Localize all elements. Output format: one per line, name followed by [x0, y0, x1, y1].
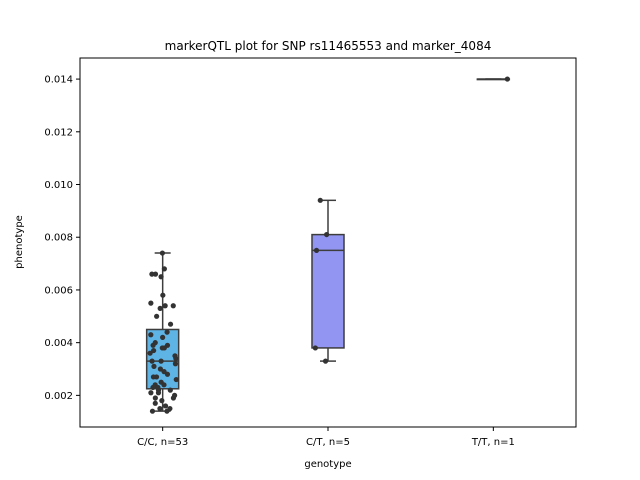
- y-tick-label: 0.010: [44, 180, 73, 191]
- y-tick-label: 0.002: [44, 391, 73, 402]
- data-point: [160, 292, 166, 298]
- data-point: [150, 374, 157, 380]
- data-point: [148, 300, 154, 306]
- y-tick-label: 0.008: [44, 233, 73, 244]
- data-point: [161, 382, 167, 388]
- data-point: [154, 313, 160, 319]
- data-point: [161, 266, 167, 272]
- data-point: [148, 332, 154, 338]
- data-point: [149, 408, 156, 414]
- data-point: [151, 347, 157, 354]
- data-point: [148, 390, 154, 396]
- data-point: [149, 271, 155, 277]
- data-point: [162, 303, 168, 309]
- data-point: [167, 321, 174, 327]
- box: [311, 233, 345, 349]
- data-point: [312, 345, 318, 351]
- box-group: [311, 199, 345, 362]
- data-point: [151, 363, 157, 369]
- data-point: [149, 358, 155, 364]
- x-axis: C/C, n=53 C/T, n=5 T/T, n=1: [137, 427, 515, 448]
- data-point: [147, 350, 153, 356]
- x-tick-label: C/C, n=53: [137, 437, 188, 448]
- data-point: [150, 342, 156, 348]
- y-tick-label: 0.006: [44, 285, 73, 296]
- points-group: [312, 197, 330, 364]
- x-tick-label: C/T, n=5: [306, 437, 350, 448]
- data-point: [155, 390, 162, 396]
- data-point: [173, 376, 179, 383]
- data-point: [167, 387, 173, 393]
- data-point: [170, 395, 177, 401]
- data-point: [157, 405, 163, 412]
- y-tick-label: 0.004: [44, 338, 73, 349]
- data-point: [160, 334, 166, 340]
- chart-title: markerQTL plot for SNP rs11465553 and ma…: [165, 39, 492, 53]
- data-point: [157, 305, 163, 311]
- data-point: [159, 398, 165, 404]
- box-group: [476, 78, 511, 81]
- data-point: [317, 197, 323, 203]
- points-group: [504, 76, 510, 82]
- data-point: [164, 371, 171, 377]
- data-point: [152, 400, 158, 406]
- data-point: [157, 366, 164, 372]
- data-point: [164, 329, 170, 335]
- data-point: [164, 408, 170, 414]
- x-axis-label: genotype: [304, 459, 351, 470]
- data-point: [313, 247, 320, 254]
- data-point: [170, 303, 176, 309]
- data-point: [324, 231, 330, 238]
- y-tick-label: 0.012: [44, 127, 73, 138]
- data-point: [159, 345, 165, 351]
- data-point: [172, 361, 179, 367]
- data-point: [162, 403, 169, 409]
- x-tick-label: T/T, n=1: [471, 437, 515, 448]
- data-point: [504, 76, 510, 82]
- data-point: [173, 355, 179, 362]
- data-point: [158, 358, 164, 364]
- data-point: [158, 274, 164, 280]
- points-group: [147, 250, 179, 414]
- y-axis: 0.002 0.004 0.006 0.008 0.010 0.012 0.014: [44, 75, 80, 402]
- data-point: [322, 358, 329, 364]
- data-point: [159, 250, 165, 256]
- data-point: [150, 384, 156, 391]
- data-point: [152, 271, 159, 277]
- y-axis-label: phenotype: [14, 215, 25, 269]
- data-point: [152, 395, 158, 401]
- y-tick-label: 0.014: [44, 75, 73, 86]
- plot-area: [145, 76, 511, 414]
